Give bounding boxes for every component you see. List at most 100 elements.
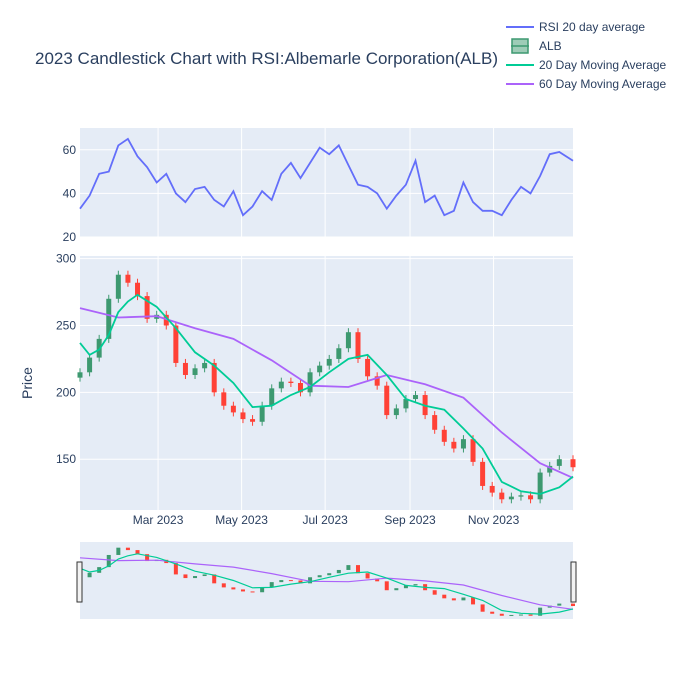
candle-body — [307, 372, 313, 393]
slider-candle — [240, 589, 245, 592]
slider-candle — [346, 565, 351, 570]
candle-body — [460, 439, 466, 449]
candle-body — [499, 492, 505, 500]
rsi-horizontal-gridlines — [80, 149, 573, 238]
slider-candle — [183, 574, 188, 579]
slider-candle — [451, 598, 456, 601]
candle-body — [163, 314, 169, 326]
candle-body — [211, 362, 217, 393]
candle-body — [221, 392, 227, 406]
x-tick-label: Mar 2023 — [133, 513, 184, 527]
slider-candle — [384, 581, 389, 591]
candle-body — [508, 496, 514, 500]
price-plot-background — [80, 256, 573, 510]
candle-body — [470, 439, 476, 462]
candle-body — [336, 348, 342, 359]
slider-candle — [413, 584, 418, 586]
candle-body — [326, 358, 332, 366]
slider-candle — [461, 597, 466, 601]
price-y-tick-label: 250 — [56, 319, 76, 333]
slider-candle — [327, 573, 332, 576]
slider-candle — [116, 547, 121, 555]
x-tick-label: Jul 2023 — [302, 513, 348, 527]
range-slider-left-handle[interactable] — [76, 561, 83, 603]
slider-candle — [193, 576, 198, 579]
slider-candle — [557, 603, 562, 606]
slider-candle — [135, 550, 140, 555]
candle-body — [432, 415, 438, 430]
legend-rsi-label: RSI 20 day average — [539, 20, 645, 34]
slider-candle — [106, 554, 111, 568]
range-slider-ma60-line — [79, 557, 574, 610]
candle-body — [106, 298, 112, 339]
slider-candle — [288, 580, 293, 582]
rsi-y-tick-label: 60 — [63, 143, 77, 157]
slider-candle — [538, 607, 543, 616]
candle-body — [480, 461, 486, 486]
candle-body — [518, 495, 524, 497]
slider-candle — [403, 585, 408, 589]
legend-ma20-label: 20 Day Moving Average — [539, 58, 667, 72]
candle-body — [570, 459, 576, 468]
candle-body — [355, 332, 361, 359]
x-tick-labels: Mar 2023 May 2023 Jul 2023 Sep 2023 Nov 2023 — [133, 513, 520, 527]
candle-body — [547, 465, 553, 473]
slider-candle — [145, 554, 150, 562]
slider-candle — [212, 574, 217, 584]
slider-candle — [480, 604, 485, 612]
candle-body — [451, 441, 457, 449]
candle-body — [365, 358, 371, 377]
candle-body — [278, 381, 284, 389]
rsi-panel: 20 40 60 — [63, 128, 574, 244]
candle-body — [489, 485, 495, 493]
legend-ma60-label: 60 Day Moving Average — [539, 77, 667, 91]
range-slider[interactable] — [76, 542, 577, 619]
x-tick-label: Sep 2023 — [384, 513, 436, 527]
slider-candle — [509, 614, 514, 616]
legend-item-alb[interactable]: ALB — [511, 38, 562, 54]
slider-candle — [202, 574, 207, 577]
price-y-tick-label: 150 — [56, 452, 76, 466]
slider-candle — [490, 611, 495, 614]
slider-candle — [250, 591, 255, 593]
slider-candle — [298, 580, 303, 584]
candle-body — [297, 383, 303, 393]
candle-body — [345, 332, 351, 349]
candle-body — [374, 376, 380, 386]
range-slider-background[interactable] — [80, 542, 573, 619]
slider-candle — [394, 588, 399, 591]
legend-item-ma60[interactable]: 60 Day Moving Average — [506, 77, 667, 91]
candle-body — [288, 381, 294, 383]
ma20-line — [79, 293, 574, 495]
rsi-y-tick-labels: 20 40 60 — [63, 143, 77, 244]
price-panel: 150 200 250 300 Mar 2023 May 2023 Jul 2023 Sep… — [19, 252, 576, 527]
slider-candle — [279, 580, 284, 583]
slider-candle — [471, 597, 476, 605]
legend-item-rsi[interactable]: RSI 20 day average — [506, 20, 645, 34]
range-slider-candles — [78, 547, 575, 616]
rsi-vertical-gridlines — [157, 128, 495, 237]
rsi-y-tick-label: 40 — [63, 186, 77, 200]
x-tick-label: Nov 2023 — [468, 513, 520, 527]
slider-candle — [231, 587, 236, 590]
slider-candle — [125, 547, 130, 551]
candle-body — [230, 405, 236, 413]
candle-body — [125, 274, 131, 283]
legend-item-ma20[interactable]: 20 Day Moving Average — [506, 58, 667, 72]
slider-candle — [499, 613, 504, 616]
range-slider-right-handle[interactable] — [570, 561, 577, 603]
slider-candle — [269, 582, 274, 588]
candle-body — [269, 388, 275, 406]
price-y-tick-labels: 150 200 250 300 — [56, 252, 76, 467]
slider-candle — [365, 573, 370, 579]
price-horizontal-gridlines — [80, 258, 573, 460]
candle-body — [413, 395, 419, 400]
candle-body — [556, 459, 562, 466]
candle-body — [240, 412, 246, 420]
slider-candle — [355, 565, 360, 574]
candle-body — [192, 368, 198, 375]
slider-candle — [336, 569, 341, 574]
slider-candle — [87, 572, 92, 578]
slider-candle — [260, 587, 265, 593]
